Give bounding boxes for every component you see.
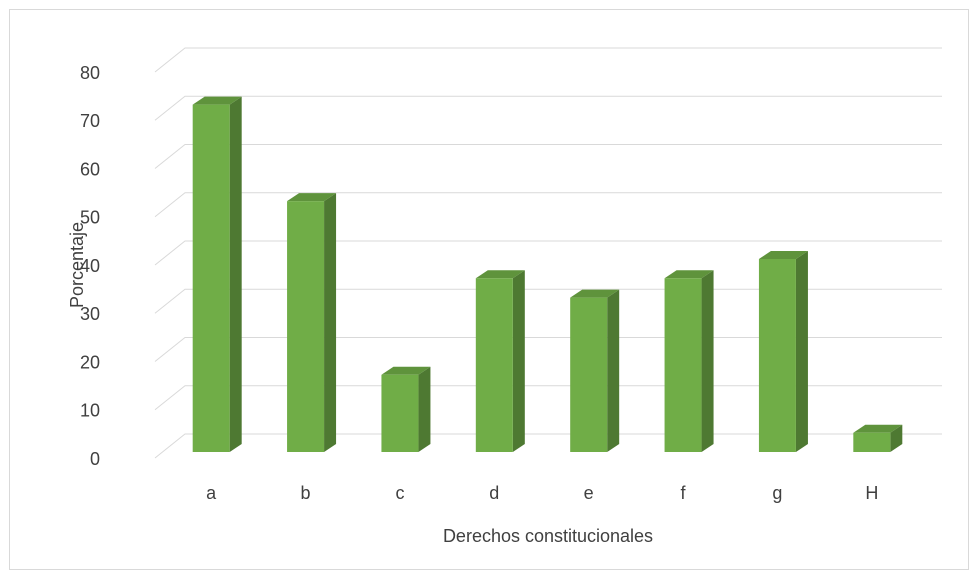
- bar-top: [664, 270, 714, 279]
- x-tick-label: f: [681, 483, 687, 503]
- bar-side: [512, 270, 525, 452]
- bar-top: [287, 193, 337, 202]
- x-tick-label: b: [301, 483, 311, 503]
- bar: [570, 289, 620, 452]
- y-tick-label: 10: [80, 401, 100, 421]
- bar-side: [701, 270, 714, 452]
- bar-front: [758, 259, 796, 452]
- bar: [853, 424, 903, 452]
- bar-top: [475, 270, 525, 279]
- bar-side: [418, 366, 431, 452]
- x-tick-label: a: [206, 483, 217, 503]
- y-tick-label: 80: [80, 63, 100, 83]
- bar: [192, 96, 242, 452]
- y-tick-label: 50: [80, 208, 100, 228]
- y-tick-label: 20: [80, 352, 100, 372]
- y-axis-title: Porcentaje: [67, 222, 87, 308]
- y-tick-label: 30: [80, 304, 100, 324]
- bar-top: [192, 96, 242, 105]
- y-tick-label: 70: [80, 111, 100, 131]
- bar: [287, 193, 337, 452]
- bar-side: [607, 289, 620, 452]
- bar-side: [229, 96, 242, 452]
- bar-side: [795, 251, 808, 452]
- bar-front: [475, 278, 513, 452]
- bar: [664, 270, 714, 452]
- bar: [758, 251, 808, 452]
- grid-line: [154, 95, 942, 121]
- bar-front: [287, 201, 325, 452]
- y-tick-label: 60: [80, 159, 100, 179]
- y-tick-label: 40: [80, 256, 100, 276]
- x-tick-label: H: [865, 483, 878, 503]
- y-tick-label: 0: [90, 449, 100, 469]
- bar-side: [324, 193, 337, 452]
- bar-front: [192, 104, 230, 452]
- x-tick-label: d: [489, 483, 499, 503]
- x-tick-label: e: [584, 483, 594, 503]
- bar-top: [853, 424, 903, 433]
- grid-line: [154, 192, 942, 218]
- bar-front: [570, 297, 608, 452]
- bar-side: [890, 424, 903, 452]
- bar-front: [664, 278, 702, 452]
- x-tick-label: c: [395, 483, 404, 503]
- bar-top: [381, 366, 431, 375]
- x-tick-label: g: [772, 483, 782, 503]
- bar-front: [853, 432, 891, 452]
- grid-line: [154, 240, 942, 266]
- grid-line: [154, 144, 942, 169]
- grid-line: [154, 47, 942, 73]
- bar: [475, 270, 525, 452]
- x-axis-title: Derechos constitucionales: [443, 526, 653, 546]
- bar: [381, 366, 431, 452]
- bar-top: [758, 251, 808, 259]
- bar-front: [381, 374, 419, 452]
- bar-top: [570, 289, 620, 298]
